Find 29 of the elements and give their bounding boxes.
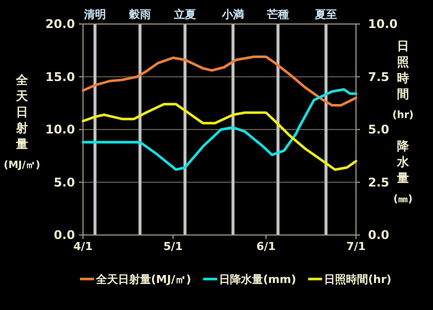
y2-tick-label: 0.0 [368,228,390,242]
ref-line-label: 立夏 [173,8,196,21]
legend-label: 日降水量(mm) [219,273,296,286]
y2-tick-label: 7.5 [368,70,390,84]
ref-line-label: 芒種 [266,8,289,21]
ref-line-label: 小満 [221,8,244,21]
x-tick-label: 6/1 [256,240,276,253]
ref-line-label: 穀雨 [128,8,151,21]
line-series [82,88,358,171]
y2-axis-title: 日照時間(hr) [392,39,414,121]
y-axis-title: 全天日射量(MJ/㎡) [4,73,40,171]
y2-tick-label: 2.5 [368,175,390,190]
y-tick-label: 5.0 [54,175,75,190]
text: 降水量(㎜) [393,139,413,205]
y2-tick-label: 10.0 [368,17,398,31]
y2-tick-label: 5.0 [368,122,390,136]
ref-line-label: 清明 [83,8,106,21]
legend-label: 全天日射量(MJ/㎡) [95,273,192,286]
legend-label: 日照時間(hr) [324,273,392,286]
y-tick-label: 15.0 [45,70,75,84]
x-tick-label: 5/1 [163,240,183,253]
y-tick-label: 10.0 [45,122,75,136]
line-series [82,55,358,106]
line-series [82,102,358,171]
x-tick-label: 4/1 [73,240,93,253]
ref-line-label: 夏至 [314,8,337,21]
y-tick-label: 0.0 [54,228,75,242]
x-tick-label: 7/1 [346,240,366,253]
y-tick-label: 20.0 [45,17,75,31]
